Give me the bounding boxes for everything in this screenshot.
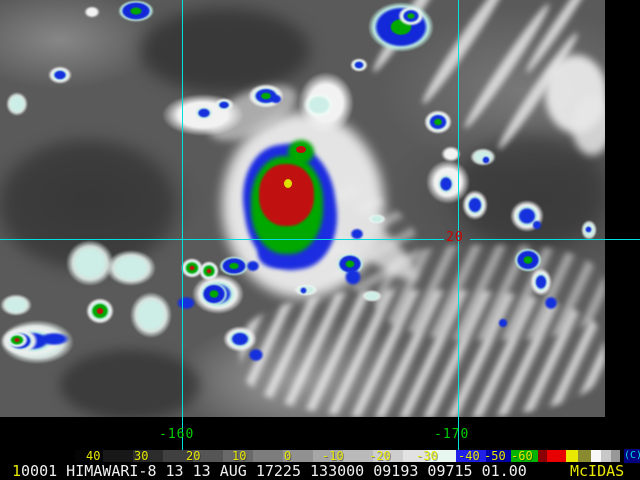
convective-cell [482, 156, 490, 164]
convective-cell [48, 66, 72, 84]
colorbar-tick-label: -60 [511, 449, 533, 463]
convective-cell [176, 296, 196, 310]
cloud-band-field [375, 245, 605, 340]
image-readout-text: 0001 HIMAWARI-8 13 13 AUG 17225 133000 0… [21, 462, 527, 480]
meridian-line-160 [182, 0, 183, 462]
convective-cell [106, 250, 156, 286]
latitude-line-20-left [0, 239, 444, 240]
convective-cell [441, 146, 461, 162]
convective-cell [303, 92, 335, 118]
convective-cell [84, 6, 100, 18]
cyclone-eye-yellow [284, 179, 292, 188]
colorbar-tick-label: -30 [416, 449, 438, 463]
convective-cell [585, 226, 592, 233]
convective-cell [398, 6, 424, 26]
meridian-line-170 [458, 0, 459, 462]
convective-cell [192, 104, 216, 122]
colorbar-tick-label: -40 [458, 449, 480, 463]
convective-cell [530, 268, 552, 296]
latitude-line-20-right [470, 239, 640, 240]
convective-cell [532, 220, 542, 230]
dark-region [60, 350, 200, 417]
cloud-mass [572, 95, 605, 155]
colorbar-tick-label: -50 [484, 449, 506, 463]
convective-cell [214, 98, 234, 112]
convective-cell [86, 298, 114, 324]
convective-cell [434, 170, 458, 198]
frame-number: 1 [12, 462, 22, 480]
colorbar-tick-label: -10 [322, 449, 344, 463]
colorbar-tick-label: 10 [232, 449, 247, 463]
mcidas-brand-label: McIDAS [570, 462, 625, 480]
cyclone-north-cell-core [296, 146, 306, 153]
convective-cell [462, 190, 488, 220]
meridian-label-160: -160 [159, 427, 195, 442]
convective-cell [246, 260, 260, 272]
convective-cell [200, 282, 228, 306]
status-readout: 10001 HIMAWARI-8 13 13 AUG 17225 133000 … [12, 464, 527, 479]
convective-cell [6, 92, 28, 116]
satellite-image[interactable] [0, 0, 605, 417]
convective-cell [350, 228, 364, 240]
colorbar-tick-label: 40 [86, 449, 101, 463]
convective-cell [300, 287, 307, 294]
convective-cell [248, 348, 264, 362]
convective-cell [223, 326, 257, 352]
colorbar-tick-label: 20 [186, 449, 201, 463]
convective-cell [181, 258, 203, 278]
temperature-colorbar [75, 450, 620, 462]
convective-cell [118, 0, 154, 22]
cloud-band-field [240, 290, 605, 417]
colorbar-tick-label: 30 [134, 449, 149, 463]
convective-cell [270, 94, 282, 104]
convective-cell [362, 290, 382, 302]
convective-cell [544, 296, 558, 310]
convective-cell [66, 240, 114, 286]
convective-cell [498, 318, 508, 328]
convective-cell [38, 332, 70, 346]
convective-cell [219, 256, 249, 276]
convective-cell [6, 332, 28, 348]
convective-cell [350, 58, 368, 72]
convective-cell [424, 110, 452, 134]
colorbar-tick-label: 0 [284, 449, 292, 463]
meridian-label-170: -170 [434, 427, 470, 442]
convective-cell [0, 294, 32, 316]
dark-region [140, 8, 310, 93]
colorbar-units-label: (C) [624, 449, 640, 463]
convective-cell [368, 214, 386, 224]
convective-cell [130, 292, 172, 338]
convective-cell [344, 268, 362, 286]
cyclone-core-red [259, 164, 314, 226]
colorbar-tick-label: -20 [369, 449, 391, 463]
latitude-label-20: 20 [446, 230, 464, 245]
